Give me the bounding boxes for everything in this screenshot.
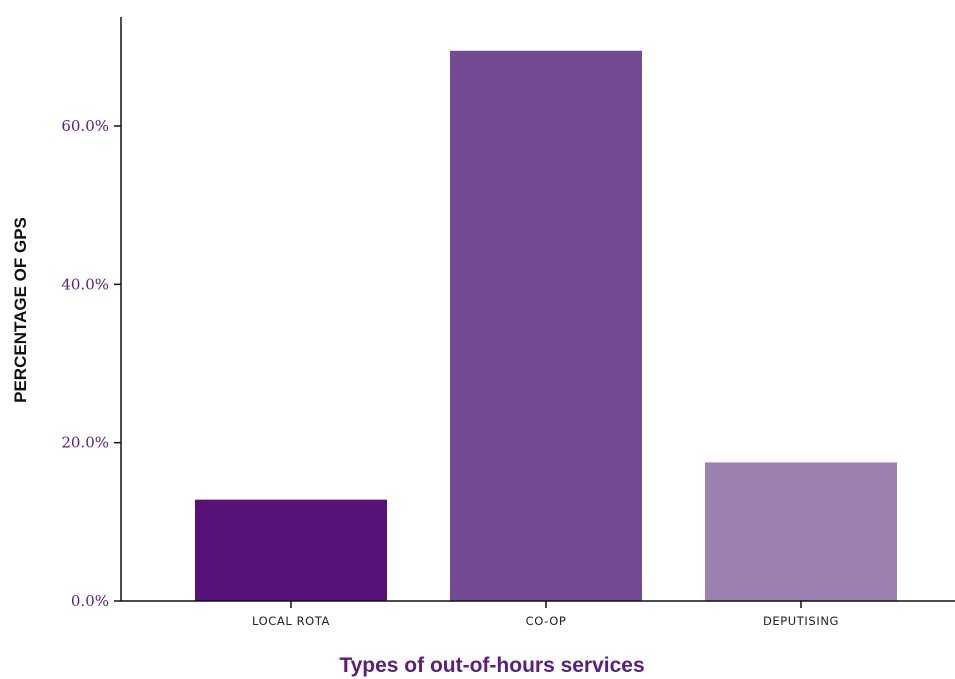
bar-deputising (705, 462, 897, 601)
bars-group (195, 50, 897, 601)
y-axis-title: PERCENTAGE OF GPS (11, 217, 30, 403)
x-axis-ticks: LOCAL ROTA CO-OP DEPUTISING (252, 601, 839, 628)
x-tick-label: LOCAL ROTA (252, 614, 330, 628)
y-axis-ticks: 0.0% 20.0% 40.0% 60.0% (61, 117, 121, 610)
y-tick-label: 0.0% (71, 592, 109, 610)
bar-co-op (450, 50, 642, 601)
x-axis-title: Types of out-of-hours services (339, 654, 644, 677)
y-tick-label: 40.0% (61, 275, 109, 293)
bar-local-rota (195, 499, 387, 601)
x-tick-label: DEPUTISING (763, 614, 839, 628)
x-tick-label: CO-OP (526, 614, 567, 628)
y-tick-label: 20.0% (61, 434, 109, 452)
y-tick-label: 60.0% (61, 117, 109, 135)
